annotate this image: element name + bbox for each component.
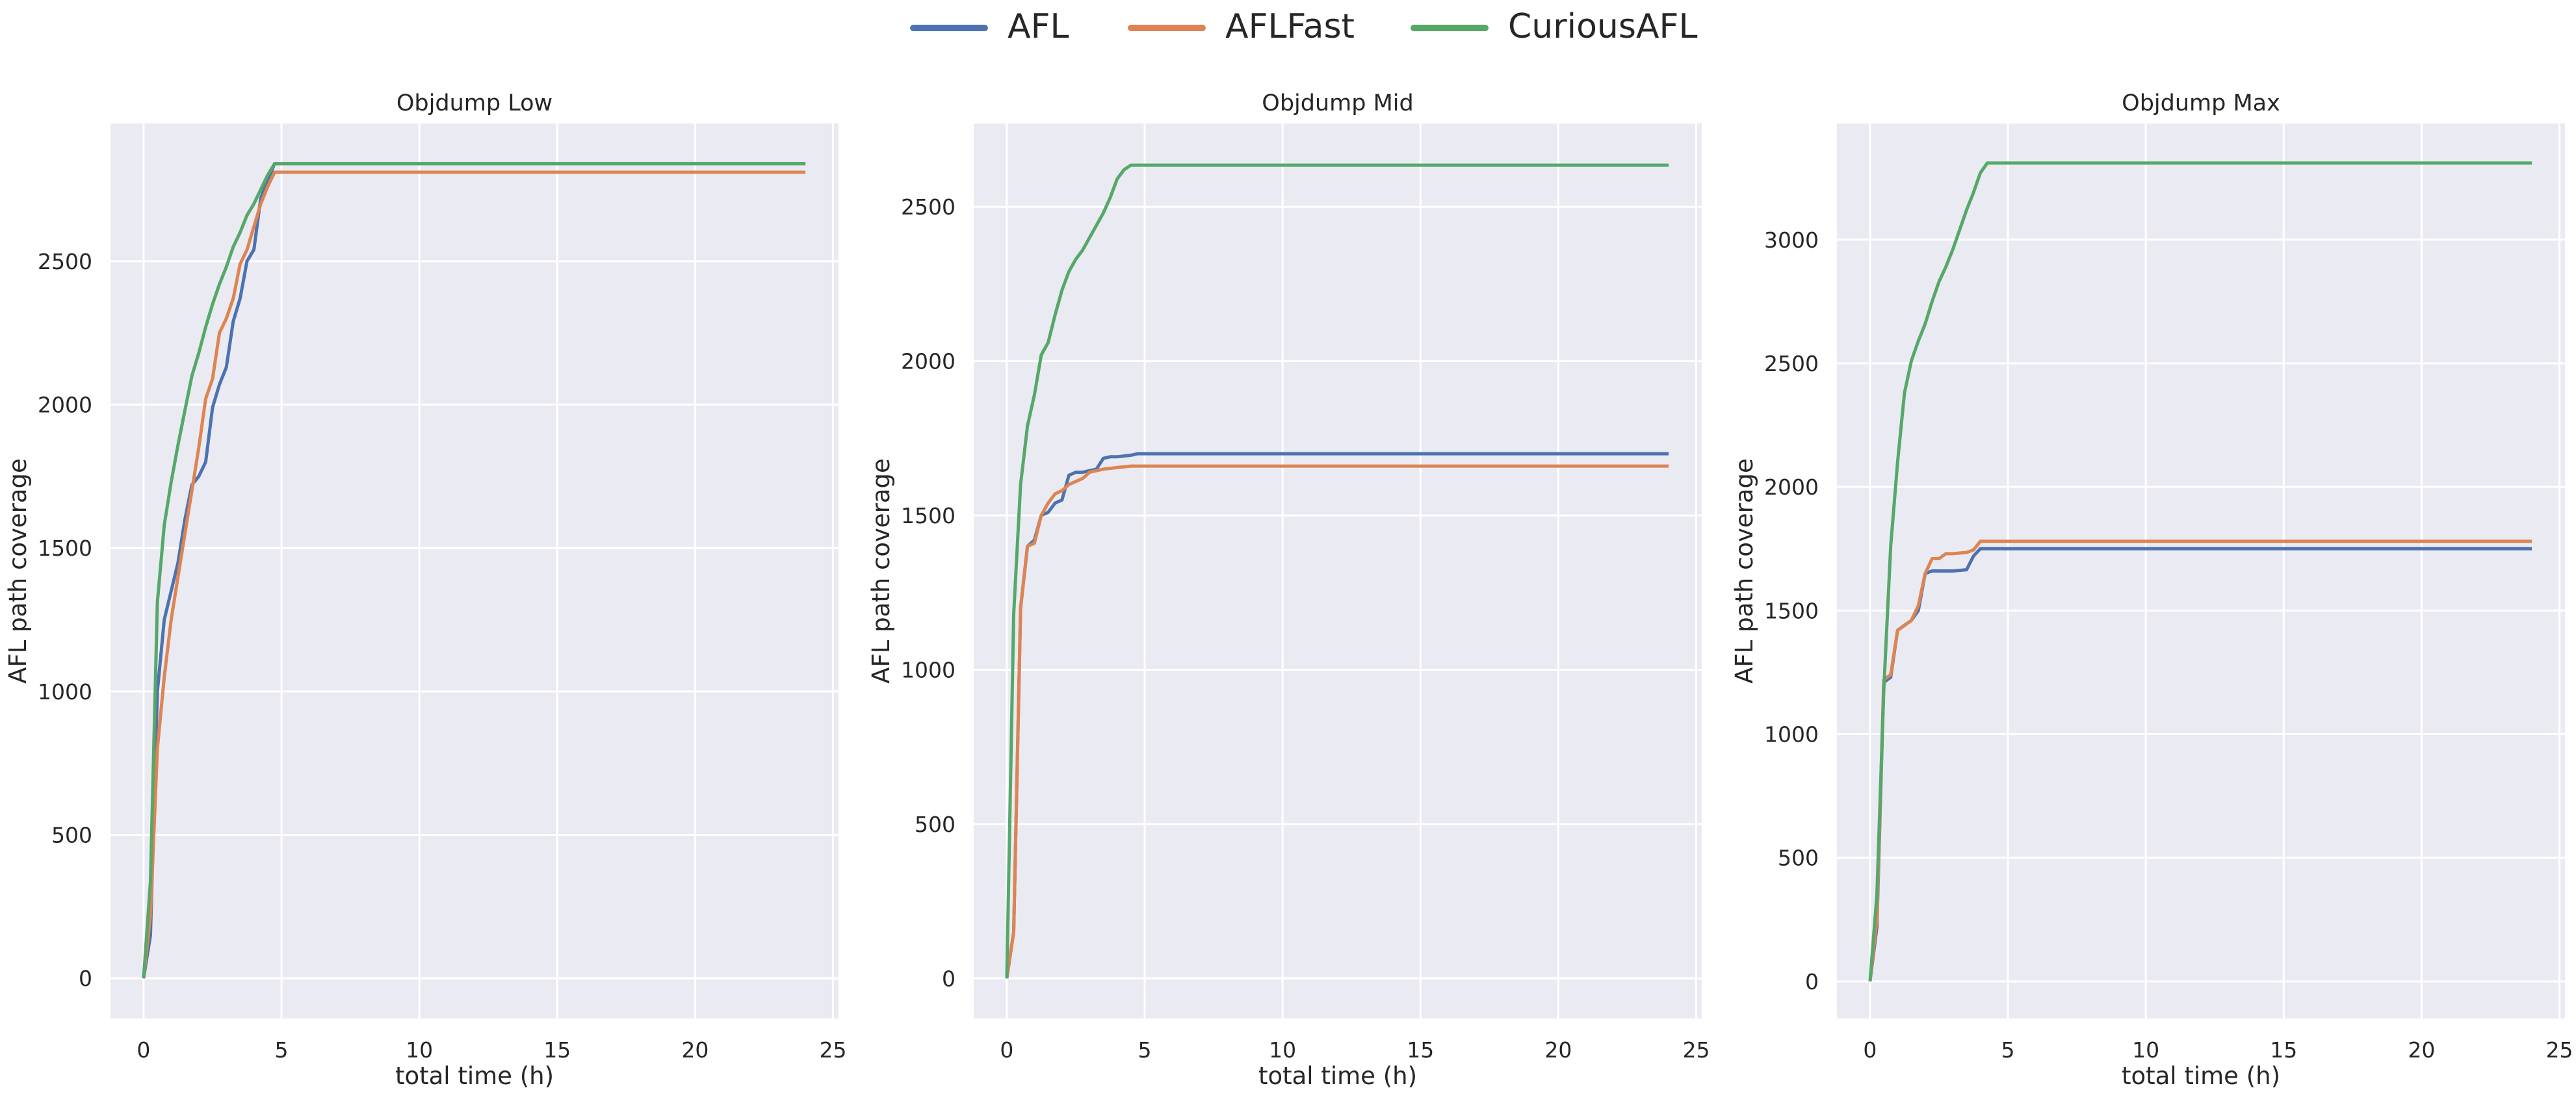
x-axis-label: total time (h) xyxy=(395,1062,554,1090)
y-tick-label: 1500 xyxy=(1764,598,1819,623)
x-tick-label: 5 xyxy=(2001,1037,2015,1063)
y-tick-label: 2500 xyxy=(38,249,92,274)
y-tick-label: 2500 xyxy=(1764,351,1819,376)
x-tick-label: 25 xyxy=(1683,1037,1710,1063)
x-tick-label: 15 xyxy=(543,1037,571,1063)
x-tick-label: 25 xyxy=(820,1037,847,1063)
y-tick-label: 500 xyxy=(1778,846,1819,871)
y-tick-label: 2000 xyxy=(38,393,92,418)
x-tick-label: 0 xyxy=(1863,1037,1877,1063)
x-tick-label: 15 xyxy=(1407,1037,1434,1063)
panel-2: 0 5 10 15 20 25 0 500 1000 1500 2000 2500 Objdump Mi… xyxy=(867,90,1710,1090)
y-tick-label: 500 xyxy=(51,823,92,848)
y-tick-label: 0 xyxy=(79,966,92,991)
x-tick-label: 20 xyxy=(2408,1037,2435,1063)
y-tick-label: 1500 xyxy=(901,503,956,528)
y-tick-label: 0 xyxy=(1805,969,1819,994)
plot-area xyxy=(111,123,839,1018)
series-line-aflfast xyxy=(1005,464,1669,979)
series-line-curiousafl xyxy=(1868,161,2532,982)
series-line-curiousafl xyxy=(142,162,806,979)
x-tick-label: 20 xyxy=(1544,1037,1572,1063)
x-tick-label: 15 xyxy=(2270,1037,2297,1063)
panel-1: 0 5 10 15 20 25 0 500 1000 1500 2000 2500 Objdump Lo… xyxy=(4,90,847,1090)
x-axis-label: total time (h) xyxy=(2122,1062,2280,1090)
y-tick-label: 1500 xyxy=(38,536,92,561)
legend: AFL AFLFast CuriousAFL xyxy=(910,7,1697,46)
x-tick-label: 10 xyxy=(1269,1037,1296,1063)
panel-title: Objdump Low xyxy=(397,90,553,116)
x-tick-label: 25 xyxy=(2546,1037,2573,1063)
x-tick-label: 0 xyxy=(137,1037,150,1063)
series-line-curiousafl xyxy=(1005,163,1669,979)
legend-label-aflfast: AFLFast xyxy=(1225,7,1355,46)
x-tick-label: 5 xyxy=(275,1037,289,1063)
y-tick-label: 3000 xyxy=(1764,227,1819,253)
legend-label-curiousafl: CuriousAFL xyxy=(1508,7,1697,46)
panel-title: Objdump Mid xyxy=(1262,90,1413,116)
panel-3: 0 5 10 15 20 25 0 500 1000 1500 2000 2500 3000 Objdum… xyxy=(1730,90,2573,1090)
y-tick-label: 1000 xyxy=(38,679,92,705)
x-tick-label: 10 xyxy=(406,1037,433,1063)
y-axis-label: AFL path coverage xyxy=(867,458,895,684)
y-tick-label: 2000 xyxy=(1764,474,1819,500)
panel-title: Objdump Max xyxy=(2122,90,2280,116)
y-tick-label: 1000 xyxy=(901,657,956,682)
series-line-aflfast xyxy=(142,170,806,979)
x-tick-label: 0 xyxy=(1000,1037,1013,1063)
series-line-aflfast xyxy=(1868,539,2532,982)
y-tick-label: 2000 xyxy=(901,349,956,374)
x-tick-label: 10 xyxy=(2132,1037,2159,1063)
y-tick-label: 500 xyxy=(915,812,956,837)
y-tick-label: 0 xyxy=(942,966,956,991)
x-tick-label: 5 xyxy=(1138,1037,1152,1063)
y-tick-label: 2500 xyxy=(901,194,956,220)
y-tick-label: 1000 xyxy=(1764,722,1819,747)
y-axis-label: AFL path coverage xyxy=(1730,458,1758,684)
legend-label-afl: AFL xyxy=(1008,7,1069,46)
x-tick-label: 20 xyxy=(681,1037,709,1063)
x-axis-label: total time (h) xyxy=(1258,1062,1417,1090)
plot-area xyxy=(974,123,1702,1018)
y-axis-label: AFL path coverage xyxy=(4,458,32,684)
